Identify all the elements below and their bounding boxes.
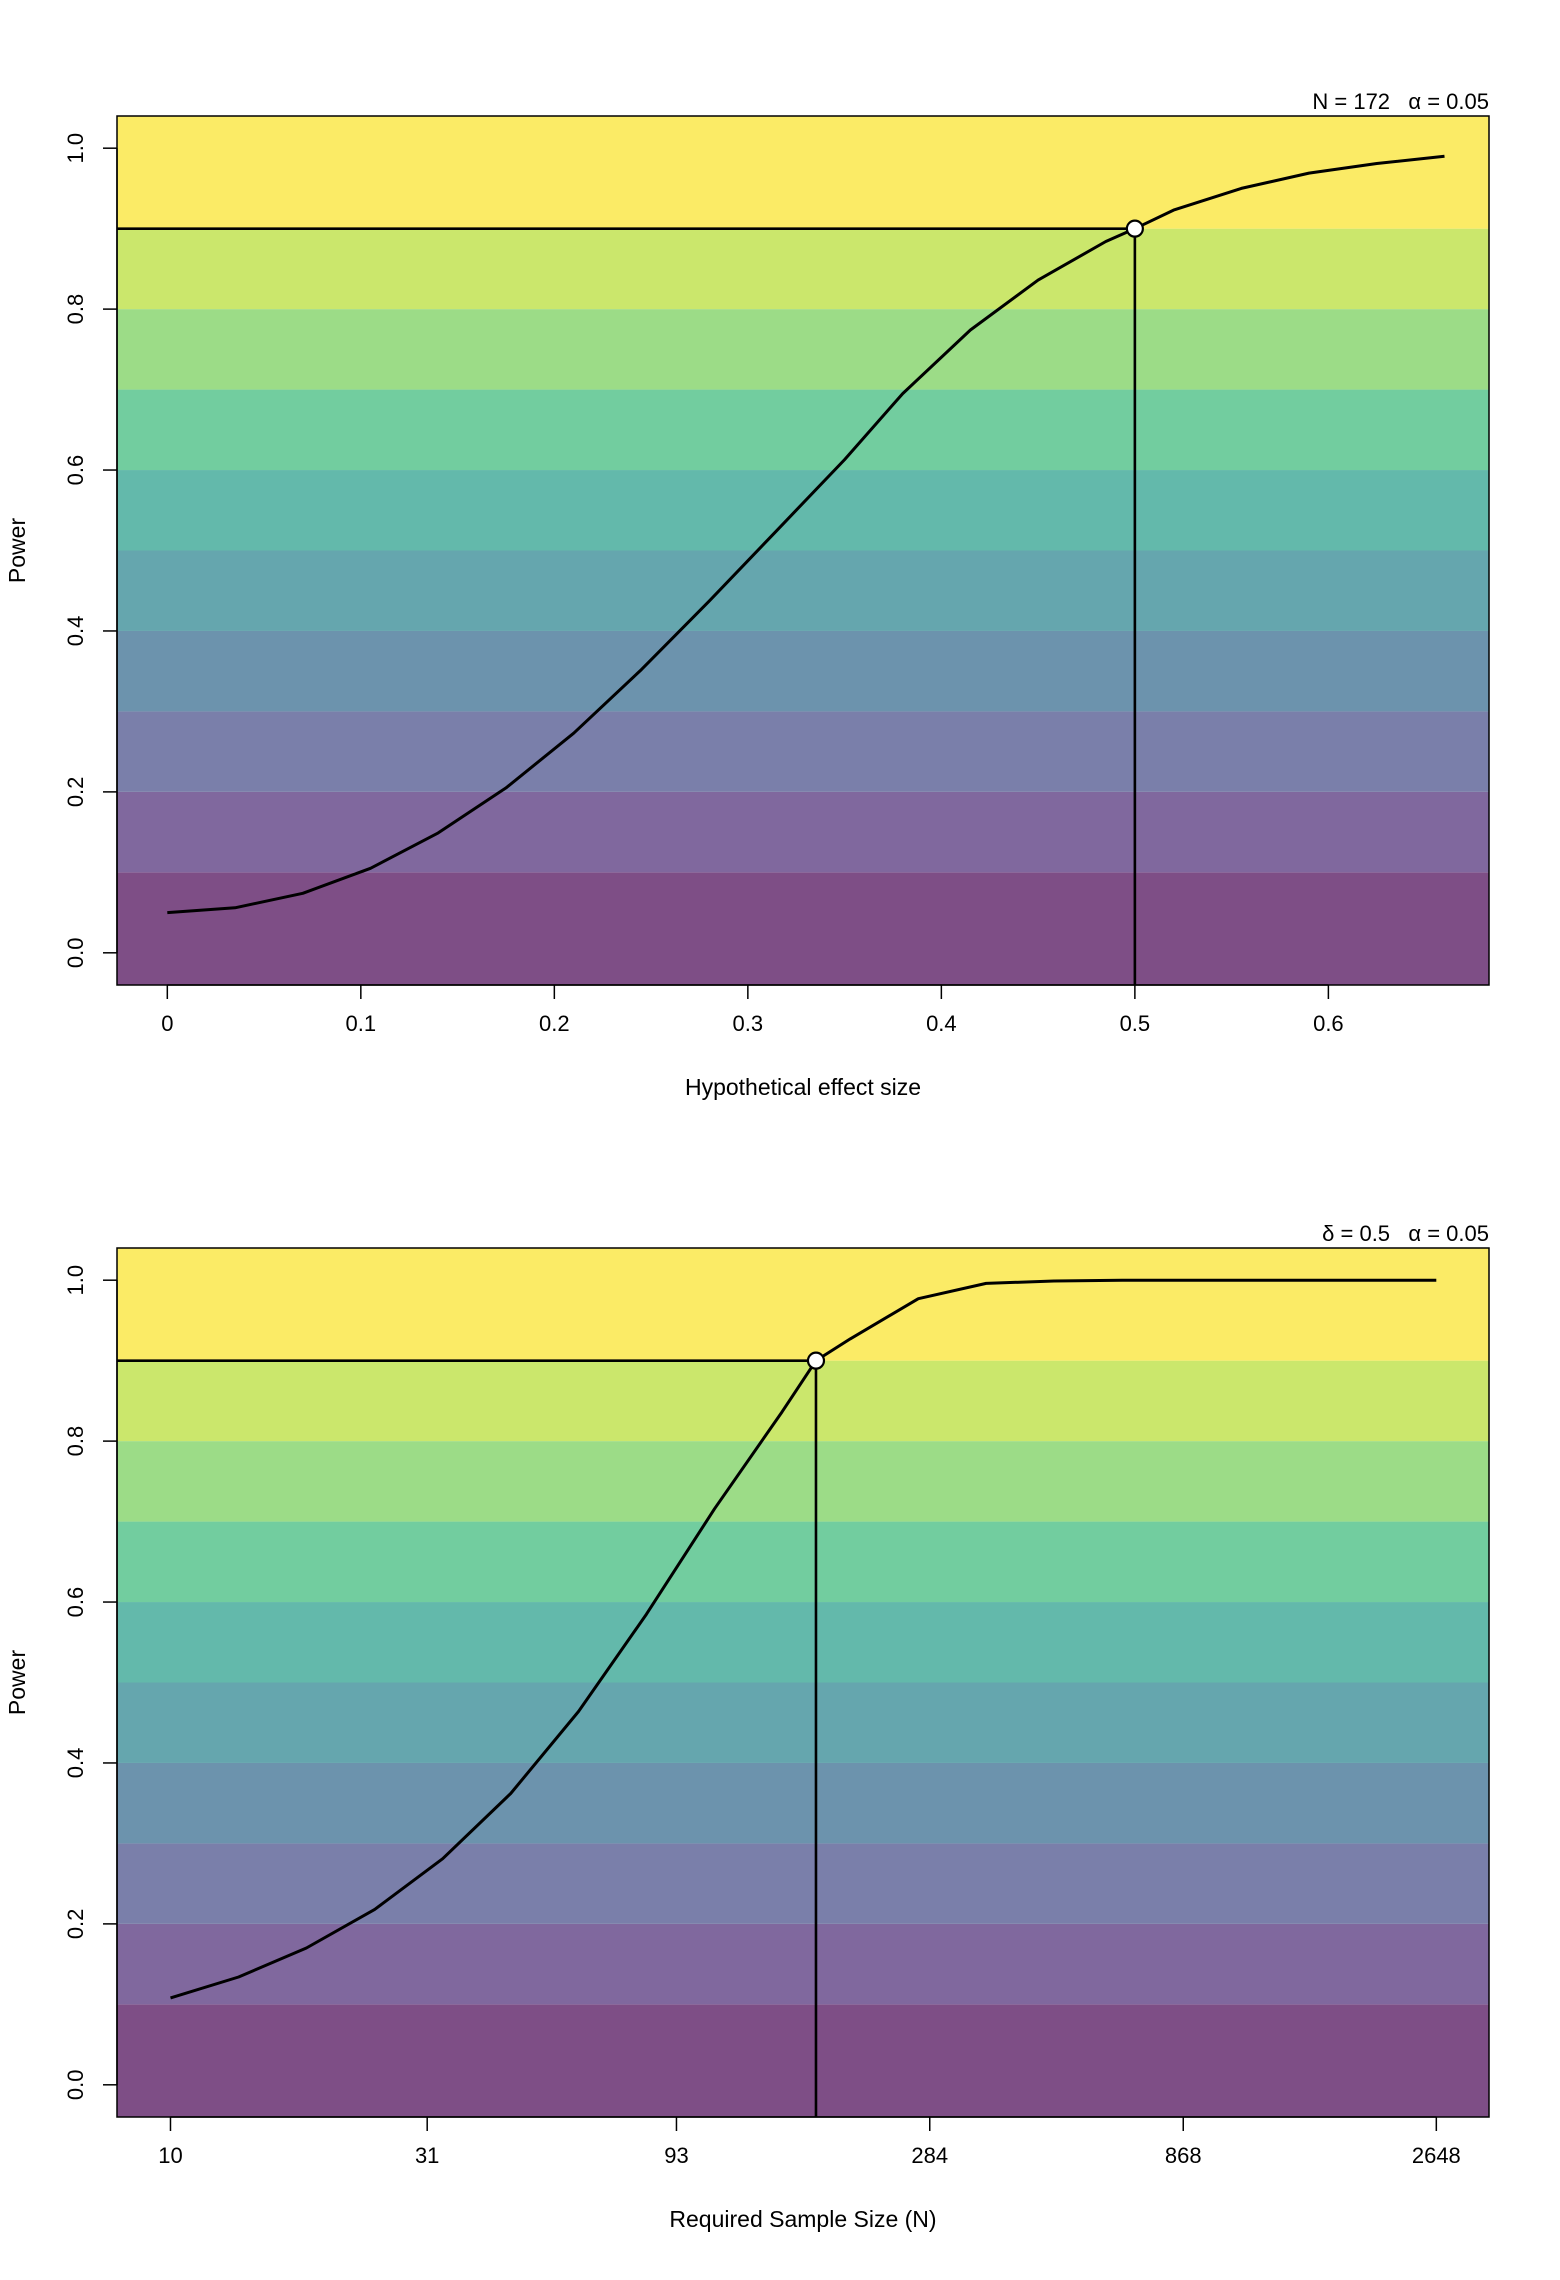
target-point (1125, 219, 1144, 238)
x-tick-label: 31 (415, 2143, 439, 2168)
x-tick-label: 93 (664, 2143, 688, 2168)
y-tick-label: 0.8 (63, 1426, 88, 1457)
y-axis-label: Power (4, 518, 30, 584)
power-bands (117, 1248, 1489, 2117)
power-band (117, 309, 1489, 390)
power-band (117, 1441, 1489, 1522)
power-curve (167, 154, 1445, 915)
y-tick-label: 1.0 (63, 1265, 88, 1296)
power-band (117, 1682, 1489, 1763)
power-band (117, 872, 1489, 985)
x-tick-label: 0.6 (1313, 1011, 1344, 1036)
power-vs-effect-size-chart: 0 0.1 0.2 0.3 0.4 0.5 0.6 0.0 0.2 0.4 0.6 0.8 1.0 H… (4, 89, 1490, 1100)
target-marker (806, 1351, 826, 1370)
y-tick-label: 1.0 (63, 133, 88, 164)
y-tick-label: 0.6 (63, 1587, 88, 1618)
power-band (117, 2004, 1489, 2117)
target-point (806, 1351, 826, 1370)
power-curve-line (167, 154, 1445, 915)
chart-annotation: δ = 0.5 α = 0.05 (1322, 1221, 1489, 1246)
power-band (117, 711, 1489, 792)
x-axis: 0 0.1 0.2 0.3 0.4 0.5 0.6 (161, 984, 1344, 1036)
x-tick-label: 868 (1165, 2143, 1202, 2168)
power-band (117, 791, 1489, 873)
y-tick-label: 0.0 (63, 938, 88, 969)
power-bands (117, 116, 1489, 985)
power-band (117, 1521, 1489, 1603)
power-band (117, 470, 1489, 551)
power-band (117, 630, 1489, 712)
chart-annotation: N = 172 α = 0.05 (1312, 89, 1489, 114)
y-tick-label: 0.2 (63, 777, 88, 808)
y-tick-label: 0.2 (63, 1909, 88, 1940)
y-tick-label: 0.8 (63, 294, 88, 325)
y-tick-label: 0.0 (63, 2070, 88, 2101)
x-tick-label: 2648 (1412, 2143, 1461, 2168)
x-tick-label: 0 (161, 1011, 173, 1036)
x-tick-label: 10 (158, 2143, 182, 2168)
x-axis-label: Hypothetical effect size (685, 1074, 921, 1100)
power-band (117, 1843, 1489, 1924)
power-band (117, 116, 1489, 229)
power-band (117, 1602, 1489, 1683)
power-band (117, 1762, 1489, 1844)
x-axis-label: Required Sample Size (N) (669, 2206, 936, 2232)
y-axis: 0.0 0.2 0.4 0.6 0.8 1.0 (63, 133, 118, 969)
power-band (117, 1923, 1489, 2005)
power-band (117, 1248, 1489, 1361)
x-tick-label: 0.3 (733, 1011, 764, 1036)
power-vs-sample-size-chart: 10 31 93 284 868 2648 0.0 0.2 0.4 0.6 0.8 1.0 Requ… (4, 1221, 1490, 2232)
x-tick-label: 0.2 (539, 1011, 570, 1036)
x-axis: 10 31 93 284 868 2648 (158, 2116, 1461, 2168)
x-tick-label: 0.5 (1120, 1011, 1151, 1036)
power-band (117, 389, 1489, 471)
power-band (117, 228, 1489, 310)
target-marker (1125, 219, 1144, 238)
power-band (117, 1360, 1489, 1442)
y-tick-label: 0.4 (63, 1748, 88, 1779)
x-tick-label: 284 (911, 2143, 948, 2168)
y-axis: 0.0 0.2 0.4 0.6 0.8 1.0 (63, 1265, 118, 2101)
x-tick-label: 0.4 (926, 1011, 957, 1036)
y-axis-label: Power (4, 1650, 30, 1716)
y-tick-label: 0.6 (63, 455, 88, 486)
target-guide-lines (117, 227, 1137, 985)
y-tick-label: 0.4 (63, 616, 88, 647)
power-band (117, 550, 1489, 631)
target-guide-lines (117, 1359, 818, 2117)
x-tick-label: 0.1 (346, 1011, 377, 1036)
